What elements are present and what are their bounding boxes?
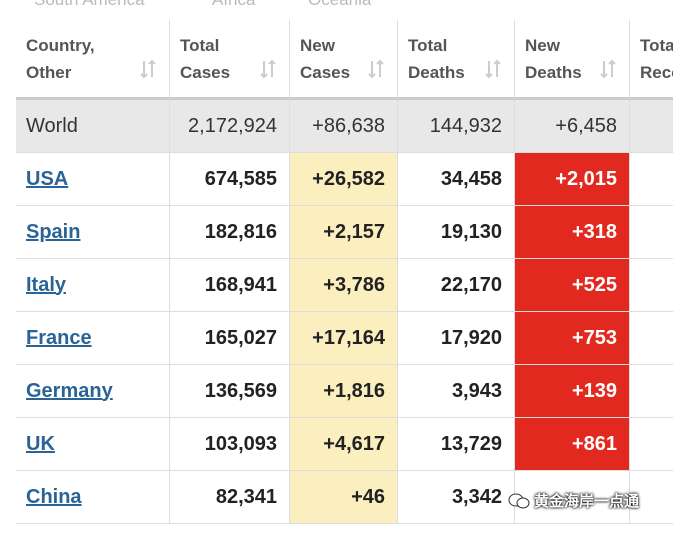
value-cell: 22,170	[398, 259, 515, 312]
value-cell: 103,093	[170, 418, 290, 471]
value-cell: +2,015	[515, 153, 630, 206]
header-lines: Total Recovered	[640, 32, 673, 86]
sort-icon[interactable]	[484, 59, 502, 79]
country-cell[interactable]: Germany	[16, 365, 170, 418]
country-cell[interactable]: China	[16, 471, 170, 524]
value-cell: 19,130	[398, 206, 515, 259]
sort-icon[interactable]	[259, 59, 277, 79]
recovered-cell	[630, 259, 673, 312]
value-cell: 34,458	[398, 153, 515, 206]
header-lines: Total Deaths	[408, 32, 465, 86]
value-cell: +1,816	[290, 365, 398, 418]
value-cell: +139	[515, 365, 630, 418]
value-cell: +318	[515, 206, 630, 259]
recovered-cell	[630, 312, 673, 365]
sort-icon[interactable]	[599, 59, 617, 79]
value-cell: +86,638	[290, 100, 398, 153]
value-cell: +753	[515, 312, 630, 365]
value-cell: 136,569	[170, 365, 290, 418]
recovered-cell	[630, 471, 673, 524]
header-text: Country,	[26, 35, 95, 55]
country-cell[interactable]: France	[16, 312, 170, 365]
value-cell	[515, 471, 630, 524]
country-cell[interactable]: UK	[16, 418, 170, 471]
value-cell: +17,164	[290, 312, 398, 365]
watermark: 黄金海岸一点通	[508, 490, 639, 511]
header-text: Total	[408, 35, 448, 55]
region-tab[interactable]: South America	[34, 0, 145, 10]
value-cell: 168,941	[170, 259, 290, 312]
recovered-cell	[630, 206, 673, 259]
value-cell: 165,027	[170, 312, 290, 365]
value-cell: +6,458	[515, 100, 630, 153]
value-cell: 17,920	[398, 312, 515, 365]
column-header[interactable]: Total Recovered	[630, 20, 673, 100]
value-cell: 82,341	[170, 471, 290, 524]
column-header[interactable]: Country, Other	[16, 20, 170, 100]
country-cell[interactable]: Spain	[16, 206, 170, 259]
watermark-icon	[508, 493, 530, 508]
header-lines: Country, Other	[26, 32, 95, 86]
value-cell: +46	[290, 471, 398, 524]
value-cell: 3,342	[398, 471, 515, 524]
header-text: Total	[180, 35, 220, 55]
recovered-cell	[630, 365, 673, 418]
watermark-text: 黄金海岸一点通	[534, 493, 640, 510]
sort-icon[interactable]	[367, 59, 385, 79]
header-text: Other	[26, 62, 72, 82]
column-header[interactable]: Total Deaths	[398, 20, 515, 100]
header-text: Total	[640, 35, 673, 55]
region-tab[interactable]: Oceania	[308, 0, 371, 10]
column-header[interactable]: New Cases	[290, 20, 398, 100]
column-header[interactable]: New Deaths	[515, 20, 630, 100]
region-tab[interactable]: Africa	[212, 0, 255, 10]
value-cell: +861	[515, 418, 630, 471]
header-text: New	[300, 35, 335, 55]
header-lines: New Cases	[300, 32, 350, 86]
value-cell: 2,172,924	[170, 100, 290, 153]
sort-icon[interactable]	[139, 59, 157, 79]
header-lines: Total Cases	[180, 32, 230, 86]
value-cell: +2,157	[290, 206, 398, 259]
recovered-cell	[630, 153, 673, 206]
value-cell: 144,932	[398, 100, 515, 153]
value-cell: +26,582	[290, 153, 398, 206]
header-text: New	[525, 35, 560, 55]
recovered-cell	[630, 418, 673, 471]
value-cell: +525	[515, 259, 630, 312]
value-cell: 13,729	[398, 418, 515, 471]
header-text: Deaths	[525, 62, 582, 82]
header-lines: New Deaths	[525, 32, 582, 86]
header-text: Cases	[300, 62, 351, 82]
country-cell: World	[16, 100, 170, 153]
recovered-cell	[630, 100, 673, 153]
header-text: Recovered	[640, 62, 673, 82]
header-text: Deaths	[408, 62, 465, 82]
country-cell[interactable]: USA	[16, 153, 170, 206]
column-header[interactable]: Total Cases	[170, 20, 290, 100]
header-text: Cases	[180, 62, 231, 82]
value-cell: +3,786	[290, 259, 398, 312]
country-cell[interactable]: Italy	[16, 259, 170, 312]
value-cell: 182,816	[170, 206, 290, 259]
value-cell: 3,943	[398, 365, 515, 418]
value-cell: 674,585	[170, 153, 290, 206]
value-cell: +4,617	[290, 418, 398, 471]
